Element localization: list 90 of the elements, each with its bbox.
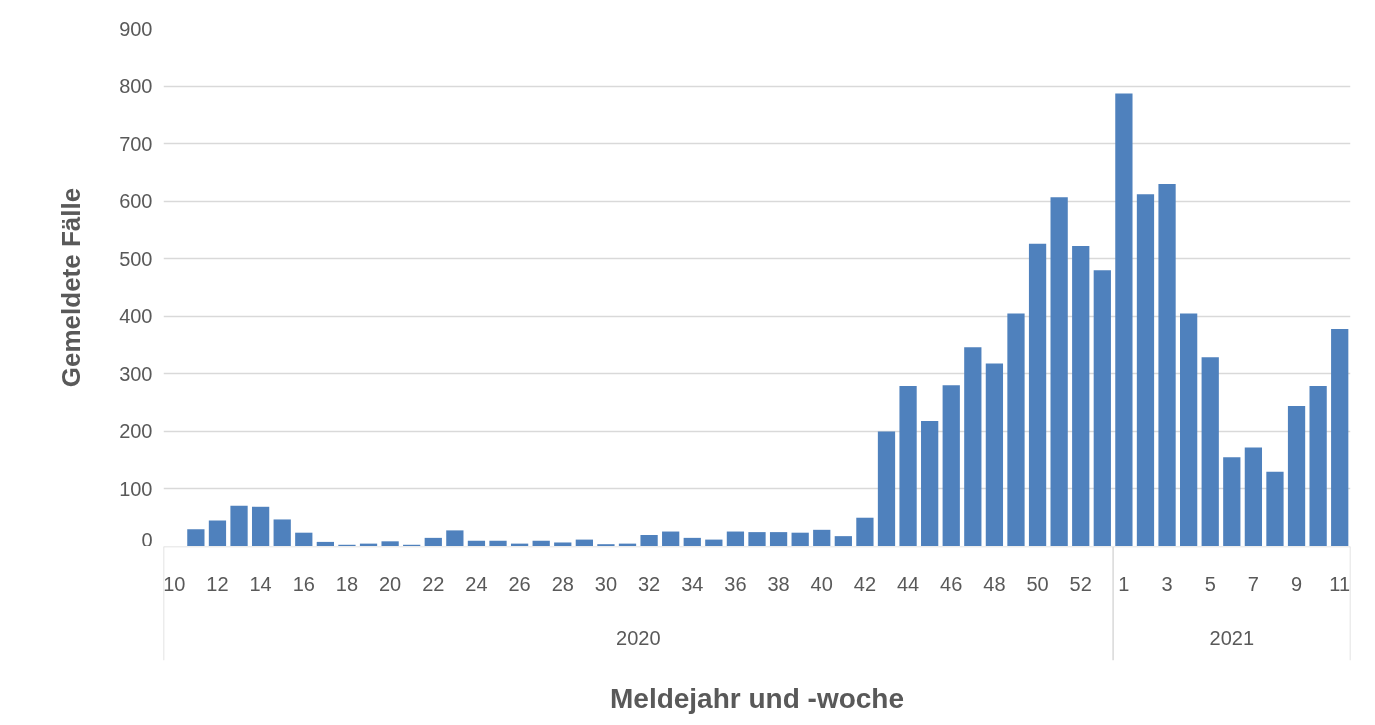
- x-tick-label: 28: [551, 572, 574, 595]
- y-tick-label: 700: [119, 132, 153, 155]
- bar: [1287, 406, 1306, 546]
- x-tick-label: 36: [724, 572, 747, 595]
- bar: [273, 519, 291, 546]
- y-tick-label: 0: [141, 528, 153, 551]
- text: 2020: [616, 626, 661, 649]
- bar: [683, 537, 701, 546]
- x-tick-label: 40: [810, 572, 833, 595]
- bar: [1028, 243, 1047, 546]
- bar: [208, 520, 227, 546]
- bar: [1331, 328, 1349, 546]
- x-tick-label: 42: [853, 572, 877, 595]
- x-tick-label: 11: [1329, 572, 1351, 595]
- bar: [877, 431, 896, 546]
- bar: [187, 529, 205, 546]
- x-tick-label: 3: [1161, 572, 1173, 595]
- y-tick-label: 600: [119, 190, 153, 213]
- bar: [554, 542, 572, 546]
- x-tick-label: 1: [1118, 572, 1130, 595]
- bar: [316, 541, 334, 546]
- bar: [251, 506, 270, 546]
- y-axis-title: Gemeldete Fälle: [56, 187, 87, 388]
- text: 2021: [1209, 626, 1255, 649]
- x-tick-label: 18: [335, 572, 359, 595]
- bar: [921, 421, 939, 546]
- x-tick-label: 34: [681, 572, 704, 595]
- bar: [748, 532, 766, 546]
- x-tick-label: 26: [508, 572, 531, 595]
- x-tick-label: 20: [378, 572, 402, 595]
- bar: [769, 532, 788, 546]
- bar: [726, 531, 745, 546]
- bar: [813, 529, 831, 546]
- bar: [1136, 194, 1155, 546]
- bar: [446, 530, 464, 546]
- bar: [575, 539, 593, 546]
- y-tick-label: 800: [119, 75, 153, 98]
- bar: [942, 385, 960, 546]
- x-tick-label: 14: [249, 572, 272, 595]
- y-tick-label: 900: [119, 17, 153, 40]
- x-tick-label: 12: [206, 572, 229, 595]
- x-tick-label: 38: [767, 572, 790, 595]
- x-tick-label: 22: [422, 572, 445, 595]
- x-tick-label: 48: [983, 572, 1006, 595]
- x-tick-label: 52: [1069, 572, 1092, 595]
- bar: [295, 532, 313, 546]
- bar: [1266, 471, 1284, 546]
- bar: [424, 537, 442, 546]
- bar: [1158, 183, 1176, 546]
- x-tick-label: 24: [465, 572, 488, 595]
- bar: [230, 505, 248, 546]
- x-tick-label: 46: [940, 572, 963, 595]
- bar: [467, 540, 486, 546]
- x-tick-label: 9: [1290, 572, 1303, 595]
- y-tick-label: 500: [119, 247, 153, 270]
- bar: [1072, 246, 1090, 546]
- bar: [1093, 270, 1111, 546]
- x-axis-title: Meldejahr und -woche: [609, 682, 905, 714]
- bar: [1115, 93, 1133, 546]
- bar: [705, 539, 723, 546]
- bar: [964, 347, 982, 546]
- bar: [856, 517, 874, 546]
- y-tick-label: 400: [119, 305, 153, 328]
- bar: [1050, 197, 1068, 546]
- bar: [834, 536, 852, 546]
- bar: [1007, 313, 1025, 546]
- x-tick-label: 16: [292, 572, 315, 595]
- x-tick-label: 5: [1204, 572, 1216, 595]
- y-tick-label: 300: [119, 362, 153, 385]
- bar: [1201, 357, 1219, 546]
- bar: [1223, 457, 1241, 546]
- bar: [791, 532, 809, 546]
- bar: [985, 363, 1004, 546]
- bar: [640, 534, 658, 546]
- x-tick-label: 30: [594, 572, 618, 595]
- y-tick-label: 200: [119, 420, 153, 443]
- x-tick-label: 32: [637, 572, 661, 595]
- bar: [532, 540, 550, 546]
- bar: [1309, 385, 1327, 546]
- bar: [1180, 313, 1198, 546]
- bar: [489, 540, 507, 546]
- bar: [381, 541, 399, 546]
- x-tick-label: 7: [1247, 572, 1259, 595]
- bar: [662, 531, 680, 546]
- bar: [899, 385, 917, 546]
- x-tick-label: 50: [1026, 572, 1049, 595]
- bar: [1244, 447, 1263, 546]
- y-tick-label: 100: [119, 477, 153, 500]
- x-tick-label: 44: [896, 572, 920, 595]
- x-tick-label: 10: [163, 572, 186, 595]
